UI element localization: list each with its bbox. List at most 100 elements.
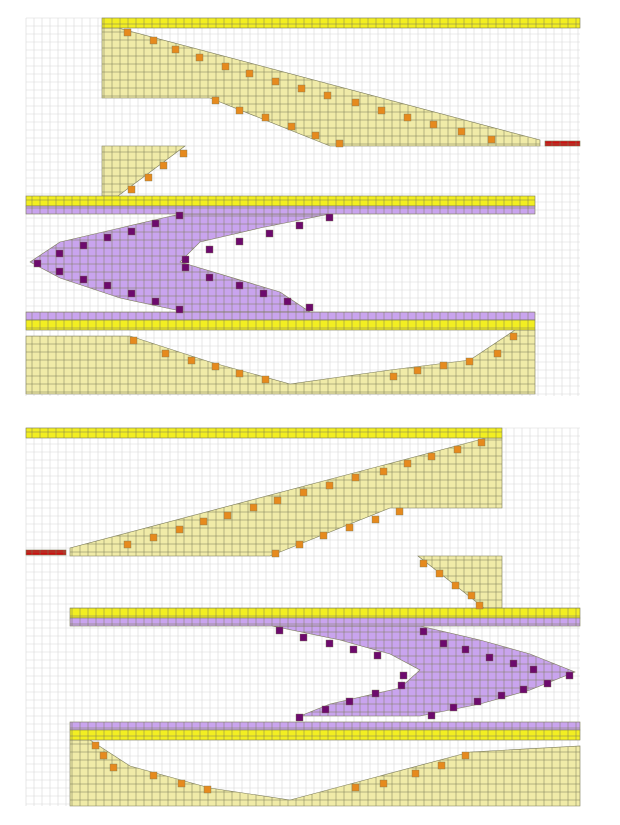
lower-block-0-0 [477, 438, 486, 447]
lower-block-0-27 [99, 751, 108, 760]
lower-block-1-6 [439, 639, 448, 648]
lower-shape-0 [69, 437, 503, 557]
upper-block-1-2 [127, 227, 136, 236]
upper-shape-0 [101, 27, 541, 147]
lower-block-1-5 [419, 627, 428, 636]
upper-bar-0 [101, 17, 581, 29]
upper-block-0-34 [465, 357, 474, 366]
lower-block-0-8 [273, 496, 282, 505]
lower-bar-1 [25, 549, 67, 556]
lower-block-0-33 [351, 783, 360, 792]
upper-block-1-23 [283, 297, 292, 306]
upper-block-0-19 [211, 96, 220, 105]
upper-block-1-20 [205, 273, 214, 282]
lower-block-1-21 [321, 705, 330, 714]
upper-block-0-4 [221, 62, 230, 71]
upper-block-0-12 [429, 120, 438, 129]
lower-block-0-7 [299, 488, 308, 497]
upper-block-0-17 [144, 173, 153, 182]
lower-block-1-23 [399, 671, 408, 680]
lower-block-1-10 [529, 665, 538, 674]
upper-block-1-13 [325, 213, 334, 222]
upper-block-0-9 [351, 98, 360, 107]
upper-block-0-27 [187, 356, 196, 365]
lower-block-1-11 [565, 671, 574, 680]
lower-block-0-31 [203, 785, 212, 794]
lower-block-0-23 [451, 581, 460, 590]
upper-bar-2 [25, 205, 536, 215]
upper-block-0-33 [439, 361, 448, 370]
lower-block-0-16 [295, 540, 304, 549]
upper-block-1-19 [181, 263, 190, 272]
lower-block-1-19 [371, 689, 380, 698]
upper-block-0-21 [261, 113, 270, 122]
upper-block-1-17 [205, 245, 214, 254]
upper-block-0-15 [179, 149, 188, 158]
upper-block-1-5 [55, 249, 64, 258]
upper-block-0-22 [287, 122, 296, 131]
upper-block-1-22 [259, 289, 268, 298]
lower-block-0-5 [351, 473, 360, 482]
upper-block-0-26 [161, 349, 170, 358]
upper-block-1-14 [295, 221, 304, 230]
lower-block-0-26 [91, 741, 100, 750]
lower-block-0-9 [249, 503, 258, 512]
upper-block-0-13 [457, 127, 466, 136]
lower-bar-5 [69, 729, 581, 741]
upper-block-0-18 [127, 185, 136, 194]
upper-block-0-31 [389, 372, 398, 381]
lower-block-0-3 [403, 459, 412, 468]
upper-block-0-5 [245, 69, 254, 78]
lower-block-1-12 [543, 679, 552, 688]
upper-block-1-15 [265, 229, 274, 238]
lower-block-0-12 [175, 525, 184, 534]
lower-block-0-21 [419, 559, 428, 568]
lower-block-1-15 [473, 697, 482, 706]
lower-block-0-15 [271, 549, 280, 558]
upper-block-1-4 [79, 241, 88, 250]
upper-block-0-32 [413, 366, 422, 375]
upper-block-0-8 [323, 91, 332, 100]
upper-panel [0, 0, 620, 412]
upper-block-1-18 [181, 255, 190, 264]
lower-block-0-11 [199, 517, 208, 526]
upper-bar-4 [25, 319, 536, 331]
upper-block-0-20 [235, 106, 244, 115]
lower-block-0-35 [437, 761, 446, 770]
upper-block-0-36 [509, 332, 518, 341]
lower-block-1-3 [349, 645, 358, 654]
lower-block-1-14 [497, 691, 506, 700]
upper-block-0-29 [235, 369, 244, 378]
upper-block-1-8 [79, 275, 88, 284]
upper-block-0-25 [129, 336, 138, 345]
upper-block-0-1 [149, 36, 158, 45]
lower-block-1-2 [325, 639, 334, 648]
lower-block-0-4 [379, 467, 388, 476]
lower-block-1-8 [485, 653, 494, 662]
lower-block-0-13 [149, 533, 158, 542]
lower-block-0-14 [123, 540, 132, 549]
lower-block-0-20 [395, 507, 404, 516]
lower-block-0-34 [411, 769, 420, 778]
lower-block-0-25 [475, 601, 484, 610]
lower-shape-1 [417, 555, 503, 609]
lower-block-0-1 [453, 445, 462, 454]
lower-block-1-4 [373, 651, 382, 660]
upper-block-1-3 [103, 233, 112, 242]
upper-block-0-2 [171, 45, 180, 54]
lower-block-1-20 [345, 697, 354, 706]
lower-block-1-17 [427, 711, 436, 720]
lower-block-1-22 [295, 713, 304, 722]
upper-block-1-21 [235, 281, 244, 290]
upper-block-0-14 [487, 135, 496, 144]
lower-block-0-2 [427, 452, 436, 461]
lower-block-0-17 [319, 531, 328, 540]
upper-block-0-3 [195, 53, 204, 62]
upper-block-0-7 [297, 84, 306, 93]
lower-bar-0 [25, 427, 503, 439]
lower-block-0-6 [325, 481, 334, 490]
lower-block-1-16 [449, 703, 458, 712]
upper-block-1-6 [33, 259, 42, 268]
lower-block-0-30 [177, 779, 186, 788]
